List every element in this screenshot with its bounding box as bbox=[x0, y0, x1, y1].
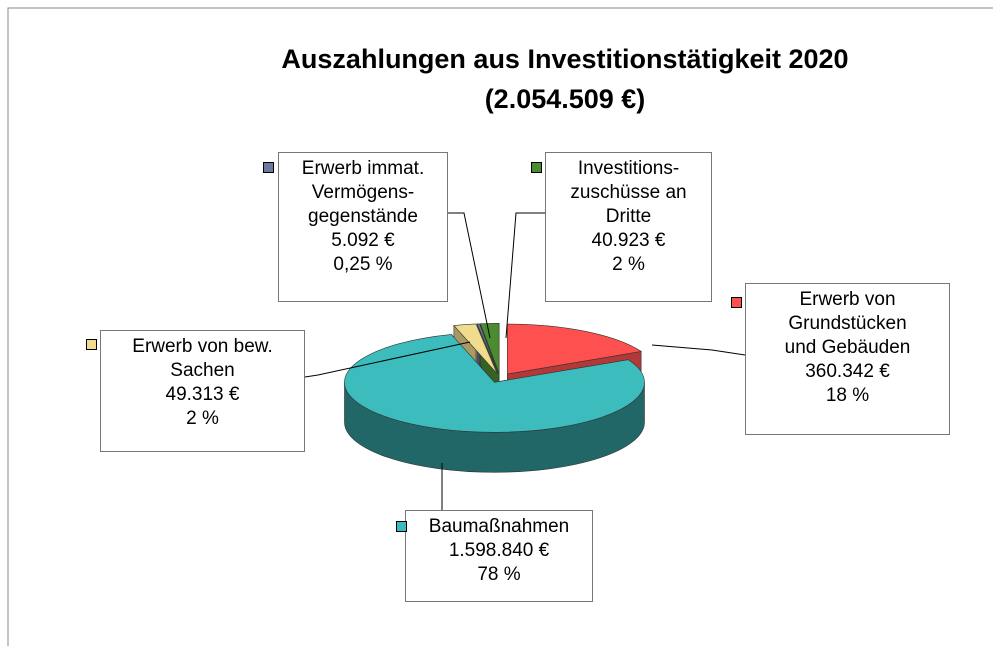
slice bbox=[507, 323, 642, 375]
legend-marker bbox=[263, 162, 274, 173]
slice bbox=[476, 323, 499, 374]
value-label: 40.923 € bbox=[591, 230, 666, 251]
value-label: 5.092 € bbox=[331, 230, 395, 251]
data-label: Investitions- zuschüsse an Dritte 40.923 … bbox=[545, 152, 712, 302]
chart-title: Auszahlungen aus Investitionstätigkeit 2… bbox=[281, 44, 849, 74]
percent-label: 18 % bbox=[825, 385, 870, 406]
leader-line bbox=[448, 212, 491, 339]
legend-marker bbox=[531, 162, 542, 173]
percent-label: 2 % bbox=[612, 254, 645, 275]
slice bbox=[479, 323, 500, 374]
slice bbox=[453, 323, 498, 374]
chart-subtitle: (2.054.509 €) bbox=[484, 84, 646, 114]
percent-label: 2 % bbox=[186, 408, 219, 429]
value-label: 49.313 € bbox=[165, 384, 240, 405]
leader-line bbox=[304, 341, 471, 378]
category-label: Erwerb von Grundstücken und Gebäuden bbox=[784, 289, 911, 358]
leader-line bbox=[651, 344, 746, 356]
slice bbox=[344, 334, 645, 433]
value-label: 1.598.840 € bbox=[448, 540, 550, 561]
percent-label: 78 % bbox=[477, 564, 521, 585]
category-label: Investitions- zuschüsse an Dritte bbox=[570, 158, 687, 227]
data-label: Erwerb von bew. Sachen 49.313 € 2 % bbox=[100, 330, 305, 452]
category-label: Erwerb von bew. Sachen bbox=[132, 336, 273, 381]
category-label: Baumaßnahmen bbox=[428, 516, 570, 537]
category-label: Erwerb immat. Vermögens- gegenstände bbox=[301, 158, 425, 227]
data-label: Baumaßnahmen 1.598.840 € 78 % bbox=[405, 510, 593, 602]
percent-label: 0,25 % bbox=[333, 254, 393, 275]
value-label: 360.342 € bbox=[805, 361, 890, 382]
data-label: Erwerb immat. Vermögens- gegenstände 5.09… bbox=[278, 152, 448, 302]
legend-marker bbox=[86, 339, 97, 350]
legend-marker bbox=[396, 521, 407, 532]
leader-line bbox=[505, 212, 545, 339]
data-label: Erwerb von Grundstücken und Gebäuden 360.… bbox=[745, 283, 950, 435]
legend-marker bbox=[731, 297, 742, 308]
frame bbox=[7, 7, 993, 646]
